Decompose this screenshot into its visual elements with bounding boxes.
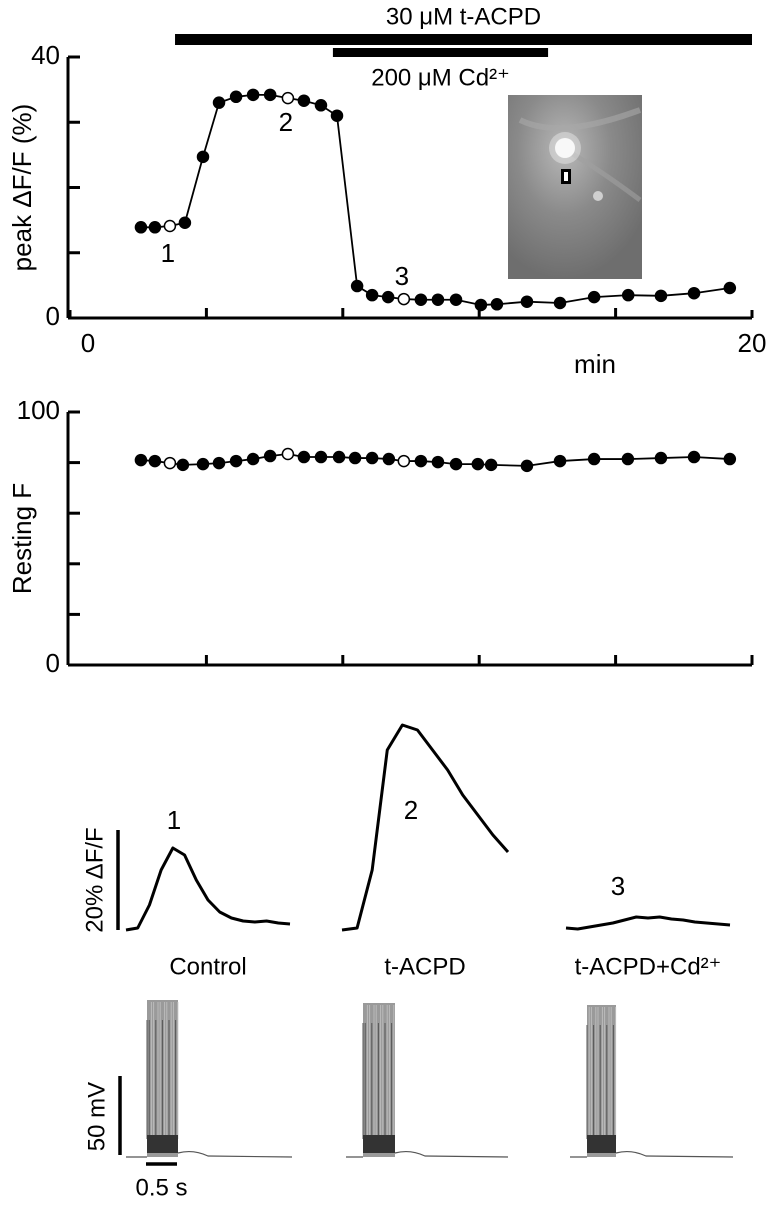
point bbox=[431, 293, 445, 306]
y-axis-label: Resting F bbox=[7, 483, 37, 594]
point bbox=[381, 290, 395, 304]
point bbox=[621, 452, 635, 466]
point bbox=[263, 88, 277, 102]
scale-bar-h-label: 0.5 s bbox=[135, 1174, 187, 1200]
point bbox=[348, 451, 362, 465]
point bbox=[654, 451, 668, 465]
point bbox=[196, 150, 210, 164]
baseline bbox=[346, 1150, 509, 1158]
scale-bar-v-label: 50 mV bbox=[83, 1082, 110, 1151]
point bbox=[212, 96, 226, 109]
burst-base bbox=[147, 1135, 178, 1153]
trace-annotation: 2 bbox=[404, 795, 418, 825]
point bbox=[314, 99, 328, 112]
voltage-trace bbox=[346, 1003, 509, 1158]
scale-bar-label: 20% ΔF/F bbox=[81, 827, 108, 932]
point bbox=[314, 450, 328, 464]
drug-bar bbox=[175, 34, 752, 45]
trace-name: t-ACPD+Cd²⁺ bbox=[575, 953, 722, 980]
point bbox=[148, 454, 162, 468]
point bbox=[484, 458, 498, 472]
point bbox=[330, 109, 344, 122]
inset-image bbox=[508, 95, 642, 279]
open-point bbox=[163, 456, 177, 470]
burst-base bbox=[363, 1135, 395, 1153]
trace-name: Control bbox=[169, 953, 246, 980]
point bbox=[687, 450, 701, 464]
point bbox=[148, 221, 162, 234]
open-point bbox=[397, 454, 411, 468]
point bbox=[176, 458, 190, 472]
point bbox=[553, 296, 567, 310]
point-annotation: 1 bbox=[161, 238, 175, 268]
point bbox=[212, 456, 226, 470]
point bbox=[297, 450, 311, 464]
drug-bar bbox=[332, 48, 549, 57]
point bbox=[553, 454, 567, 468]
point bbox=[365, 451, 379, 465]
point bbox=[414, 454, 428, 468]
point bbox=[520, 459, 534, 473]
baseline bbox=[570, 1150, 734, 1158]
open-point bbox=[281, 91, 295, 105]
baseline bbox=[126, 1150, 293, 1158]
y-axis-label: peak ΔF/F (%) bbox=[7, 104, 37, 272]
point bbox=[654, 289, 668, 303]
x-tick-label: 20 bbox=[738, 328, 767, 358]
x-axis-label: min bbox=[574, 349, 616, 379]
point bbox=[414, 293, 428, 306]
y-tick-label: 0 bbox=[46, 648, 60, 678]
point bbox=[382, 452, 396, 466]
point bbox=[246, 88, 260, 102]
point bbox=[490, 298, 504, 311]
point bbox=[687, 286, 701, 300]
point bbox=[587, 290, 601, 304]
drug-label: 30 μM t-ACPD bbox=[386, 3, 541, 30]
y-tick-label: 40 bbox=[31, 40, 60, 70]
point bbox=[263, 449, 277, 463]
trace bbox=[341, 723, 510, 932]
open-point bbox=[163, 219, 177, 233]
point bbox=[449, 293, 463, 306]
point bbox=[196, 457, 210, 471]
drug-label: 200 μM Cd²⁺ bbox=[371, 64, 510, 91]
point bbox=[332, 450, 346, 464]
trace-annotation: 3 bbox=[611, 871, 625, 901]
y-tick-label: 0 bbox=[46, 301, 60, 331]
point bbox=[449, 457, 463, 471]
point bbox=[520, 295, 534, 308]
burst-base bbox=[587, 1135, 616, 1153]
trace bbox=[125, 846, 291, 932]
voltage-trace bbox=[126, 1000, 293, 1158]
point bbox=[178, 216, 192, 229]
point bbox=[431, 455, 445, 469]
point bbox=[587, 452, 601, 466]
point bbox=[365, 288, 379, 302]
point bbox=[471, 457, 485, 471]
point bbox=[350, 279, 364, 293]
y-tick-label: 100 bbox=[17, 395, 60, 425]
point bbox=[621, 288, 635, 302]
point bbox=[134, 453, 148, 467]
open-point bbox=[281, 447, 295, 461]
point bbox=[297, 94, 311, 107]
point-annotation: 3 bbox=[395, 261, 409, 291]
point bbox=[723, 281, 737, 295]
point bbox=[134, 221, 148, 234]
trace-annotation: 1 bbox=[167, 805, 181, 835]
trace bbox=[565, 915, 731, 931]
point bbox=[246, 452, 260, 466]
voltage-trace bbox=[570, 1005, 734, 1158]
open-point bbox=[397, 292, 411, 306]
point bbox=[229, 90, 243, 104]
point-annotation: 2 bbox=[279, 107, 293, 137]
point bbox=[723, 452, 737, 466]
point bbox=[229, 454, 243, 468]
point bbox=[474, 298, 488, 312]
trace-name: t-ACPD bbox=[384, 953, 465, 980]
x-tick-label: 0 bbox=[81, 328, 95, 358]
